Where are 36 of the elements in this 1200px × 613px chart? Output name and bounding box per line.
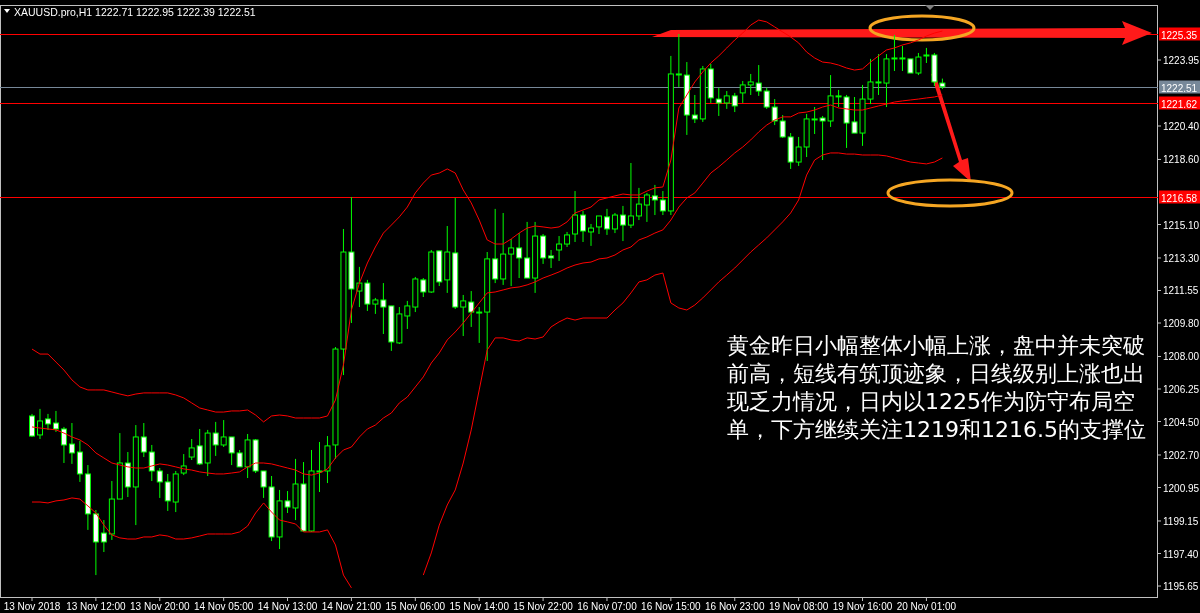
x-tick-label: 19 Nov 16:00 [832, 601, 893, 612]
y-tick-label: 1197.40 [1163, 548, 1199, 560]
ref-line-label: 1225.35 [1161, 29, 1198, 41]
x-tick-label: 15 Nov 22:00 [513, 601, 574, 612]
x-tick-label: 20 Nov 01:00 [896, 601, 957, 612]
y-tick-label: 1223.95 [1163, 55, 1200, 67]
y-tick-label: 1215.10 [1163, 219, 1200, 231]
ref-line-label: 1216.58 [1161, 192, 1198, 204]
x-tick-label: 14 Nov 13:00 [257, 601, 318, 612]
x-tick-label: 15 Nov 14:00 [449, 601, 510, 612]
y-tick-label: 1220.40 [1163, 121, 1200, 132]
y-tick-label: 1195.65 [1163, 581, 1199, 593]
y-tick-label: 1213.30 [1163, 252, 1200, 264]
x-tick-label: 15 Nov 06:00 [385, 601, 446, 612]
annotation: 黄金昨日小幅整体小幅上涨，盘中并未突破前高，短线有筑顶迹象，日线级别上涨也出现乏力情况，日内以1225作为防守布局空单，下方继续关注1219和1216.5的支撑位 [727, 332, 1147, 444]
y-tick-label: 1199.15 [1163, 515, 1199, 527]
y-tick-label: 1208.00 [1163, 351, 1200, 363]
y-tick-label: 1211.55 [1163, 285, 1199, 297]
y-tick-label: 1218.60 [1163, 154, 1200, 166]
y-tick-label: 1204.50 [1163, 416, 1200, 428]
x-tick-label: 19 Nov 08:00 [768, 601, 829, 612]
x-tick-label: 16 Nov 15:00 [641, 601, 702, 612]
x-tick-label: 14 Nov 21:00 [321, 601, 382, 612]
x-tick-label: 13 Nov 2018 [3, 601, 61, 612]
chart-title: XAUUSD.pro,H1 1222.71 1222.95 1222.39 1222.51 [14, 6, 256, 18]
y-tick-label: 1200.95 [1163, 482, 1200, 494]
y-tick-label: 1202.70 [1163, 449, 1200, 461]
y-tick-label: 1206.25 [1163, 384, 1200, 396]
ref-line-label: 1222.51 [1161, 82, 1198, 94]
x-tick-label: 14 Nov 05:00 [193, 601, 254, 612]
y-tick-label: 1209.80 [1163, 318, 1200, 330]
x-tick-label: 16 Nov 23:00 [705, 601, 765, 612]
x-tick-label: 13 Nov 20:00 [130, 601, 190, 612]
ref-line-label: 1221.62 [1161, 98, 1198, 110]
x-tick-label: 13 Nov 12:00 [66, 601, 127, 612]
x-tick-label: 16 Nov 07:00 [577, 601, 638, 612]
